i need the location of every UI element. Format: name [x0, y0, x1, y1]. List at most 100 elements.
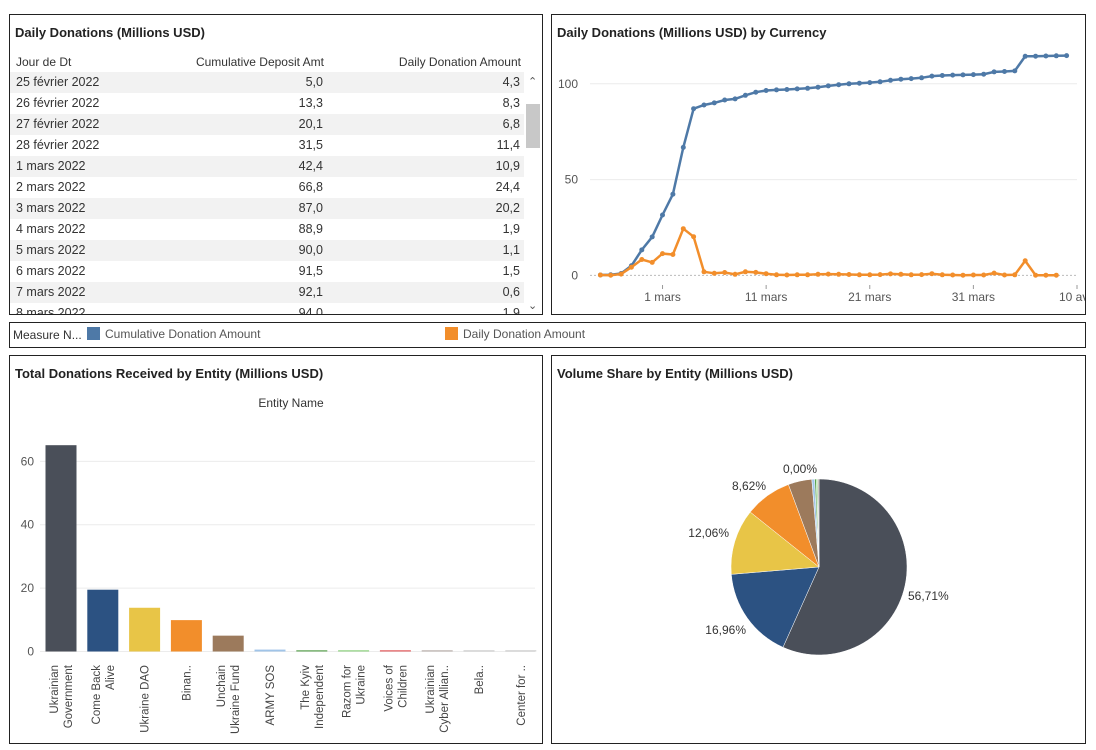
line-point[interactable] — [908, 272, 914, 278]
line-point[interactable] — [1043, 272, 1049, 278]
line-point[interactable] — [1022, 53, 1028, 59]
pie-slice[interactable] — [782, 478, 908, 656]
line-point[interactable] — [774, 87, 779, 93]
table-row[interactable]: 26 février 2022 13,3 8,3 — [10, 93, 524, 114]
line-point[interactable] — [805, 85, 811, 91]
table-row[interactable]: 7 mars 2022 92,1 0,6 — [10, 282, 524, 303]
bar[interactable] — [463, 650, 495, 652]
line-point[interactable] — [763, 271, 769, 277]
bar[interactable] — [170, 620, 202, 652]
line-point[interactable] — [722, 97, 728, 103]
bar[interactable] — [212, 635, 244, 652]
line-point[interactable] — [825, 83, 831, 89]
line-point[interactable] — [1012, 272, 1018, 278]
line-point[interactable] — [898, 76, 904, 82]
line-point[interactable] — [960, 272, 966, 278]
scroll-up-icon[interactable]: ⌃ — [528, 76, 538, 88]
line-point[interactable] — [836, 82, 842, 88]
line-point[interactable] — [825, 271, 831, 277]
bar[interactable] — [338, 650, 370, 652]
line-point[interactable] — [701, 269, 707, 275]
bar[interactable] — [129, 607, 161, 652]
line-point[interactable] — [1002, 69, 1007, 74]
line-point[interactable] — [1022, 258, 1028, 264]
bar[interactable] — [87, 589, 119, 652]
line-point[interactable] — [1012, 68, 1018, 74]
line-point[interactable] — [877, 272, 883, 278]
line-point[interactable] — [732, 96, 738, 102]
line-point[interactable] — [929, 271, 935, 277]
pie-slice[interactable] — [730, 511, 820, 575]
line-point[interactable] — [939, 272, 945, 278]
line-point[interactable] — [742, 269, 748, 275]
header-daily[interactable]: Daily Donation Amount — [398, 55, 521, 69]
line-point[interactable] — [691, 106, 697, 112]
line-point[interactable] — [763, 88, 769, 93]
line-point[interactable] — [856, 80, 862, 86]
line-point[interactable] — [753, 269, 759, 275]
line-point[interactable] — [1033, 272, 1039, 278]
line-point[interactable] — [970, 272, 976, 278]
scroll-thumb[interactable] — [526, 104, 540, 148]
header-date[interactable]: Jour de Dt — [16, 55, 72, 69]
table-row[interactable]: 4 mars 2022 88,9 1,9 — [10, 219, 524, 240]
line-point[interactable] — [888, 271, 893, 277]
header-cumulative[interactable]: Cumulative Deposit Amt — [195, 55, 324, 69]
line-point[interactable] — [691, 234, 697, 240]
line-point[interactable] — [608, 272, 614, 278]
line-point[interactable] — [701, 102, 707, 108]
line-point[interactable] — [919, 272, 925, 278]
pie-slice[interactable] — [731, 566, 820, 648]
bar[interactable] — [254, 649, 286, 652]
line-point[interactable] — [960, 72, 966, 78]
line-point[interactable] — [649, 234, 655, 240]
line-point[interactable] — [805, 272, 811, 278]
line-point[interactable] — [950, 272, 956, 278]
line-point[interactable] — [680, 226, 686, 232]
line-point[interactable] — [753, 89, 759, 95]
line-point[interactable] — [670, 191, 676, 197]
line-point[interactable] — [981, 272, 987, 278]
line-point[interactable] — [649, 259, 655, 265]
line-point[interactable] — [1033, 53, 1039, 59]
line-point[interactable] — [1053, 53, 1059, 59]
line-point[interactable] — [784, 87, 790, 92]
line-point[interactable] — [597, 272, 603, 278]
table-row[interactable]: 2 mars 2022 66,8 24,4 — [10, 177, 524, 198]
bar[interactable] — [379, 650, 411, 652]
line-point[interactable] — [1053, 272, 1059, 278]
line-point[interactable] — [1002, 272, 1007, 278]
line-point[interactable] — [660, 251, 665, 257]
line-point[interactable] — [660, 212, 665, 218]
table-row[interactable]: 3 mars 2022 87,0 20,2 — [10, 198, 524, 219]
line-point[interactable] — [856, 272, 862, 278]
line-point[interactable] — [784, 272, 790, 278]
line-point[interactable] — [722, 270, 728, 275]
table-row[interactable]: 1 mars 2022 42,4 10,9 — [10, 156, 524, 177]
line-point[interactable] — [939, 73, 945, 78]
line-point[interactable] — [711, 100, 717, 106]
line-series-daily[interactable] — [600, 226, 1057, 277]
line-point[interactable] — [888, 77, 893, 83]
line-point[interactable] — [815, 84, 821, 90]
legend-item-cumulative[interactable]: Cumulative Donation Amount — [87, 327, 260, 341]
line-point[interactable] — [732, 271, 738, 277]
line-point[interactable] — [867, 80, 873, 86]
bar[interactable] — [296, 650, 328, 652]
line-point[interactable] — [639, 257, 645, 262]
line-point[interactable] — [991, 69, 997, 75]
line-point[interactable] — [794, 86, 800, 92]
line-point[interactable] — [680, 144, 686, 150]
table-row[interactable]: 25 février 2022 5,0 4,3 — [10, 72, 524, 93]
line-point[interactable] — [742, 92, 748, 98]
table-row[interactable]: 6 mars 2022 91,5 1,5 — [10, 261, 524, 282]
line-point[interactable] — [908, 76, 914, 82]
line-point[interactable] — [877, 79, 883, 85]
line-point[interactable] — [774, 272, 779, 278]
bar[interactable] — [505, 650, 537, 652]
legend-item-daily[interactable]: Daily Donation Amount — [445, 327, 585, 341]
line-point[interactable] — [815, 271, 821, 277]
bar[interactable] — [421, 650, 453, 652]
line-point[interactable] — [929, 73, 935, 79]
line-point[interactable] — [950, 72, 956, 78]
